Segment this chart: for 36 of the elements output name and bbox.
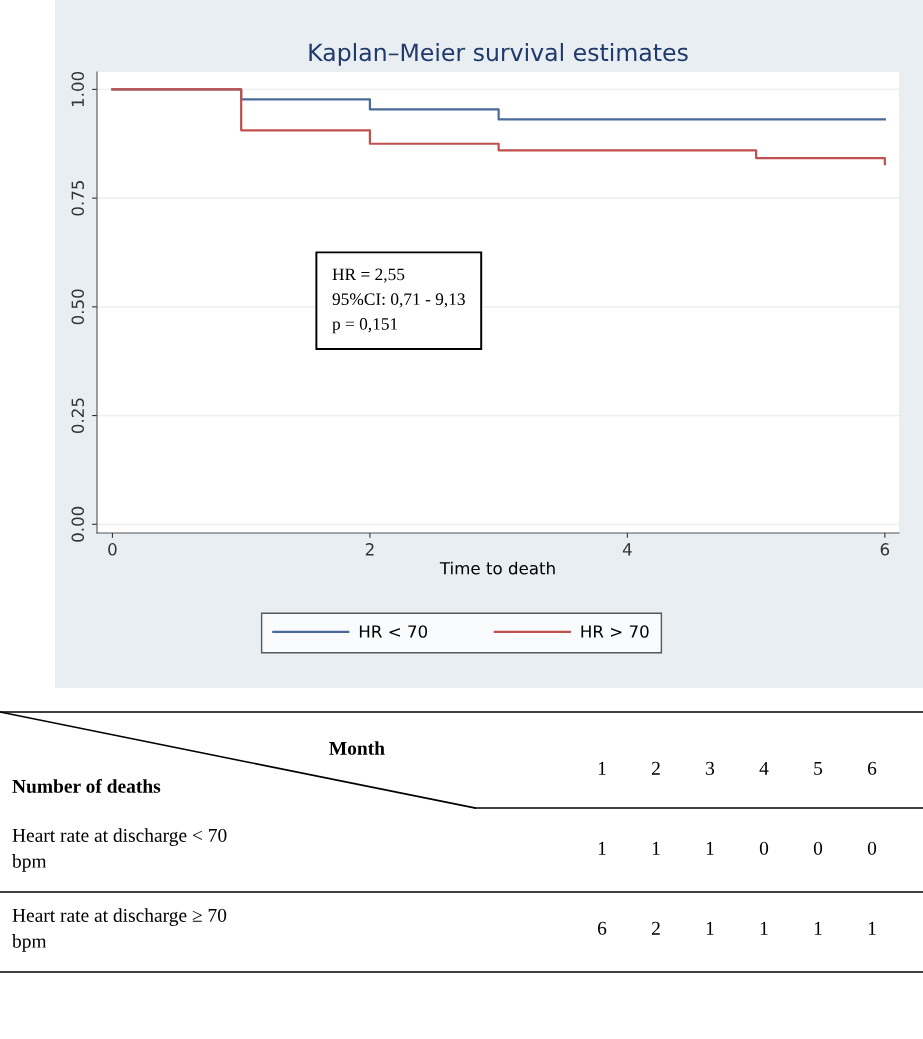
text: 0 [867, 841, 877, 855]
text: 0 [759, 841, 769, 855]
y-tick-label: 0.50 [71, 289, 85, 325]
text: Number of deaths [12, 778, 161, 793]
x-axis-title: Time to death [439, 561, 555, 575]
text: 5 [814, 761, 823, 775]
text: Heart rate at discharge ≥ 70 bpm [12, 908, 227, 952]
annotation: HR = 2,55 95%CI: 0,71 - 9,13 p = 0,151 [332, 268, 465, 334]
text: 2 [651, 761, 660, 775]
y-tick-label: 0.25 [71, 398, 85, 434]
y-tick-label: 0.75 [71, 181, 85, 216]
text: 1 [814, 921, 822, 935]
text: Heart rate at discharge < 70 bpm [12, 828, 227, 872]
y-tick-label: 1.00 [71, 71, 85, 107]
text: 3 [706, 761, 715, 775]
text: 6 [597, 921, 607, 935]
text: 1 [706, 921, 714, 935]
x-tick-label: 2 [365, 543, 374, 556]
text: 1 [598, 841, 606, 855]
x-tick-label: 6 [880, 543, 890, 556]
text: 0 [813, 841, 823, 855]
y-tick-label: 0.00 [71, 506, 85, 542]
text: 1 [706, 841, 714, 855]
text: 1 [652, 841, 660, 855]
text: 1 [598, 761, 606, 775]
text: 4 [759, 761, 769, 775]
text: 6 [867, 761, 877, 775]
text: Month [329, 741, 385, 755]
x-tick-label: 0 [108, 543, 117, 556]
chart-title: Kaplan–Meier survival estimates [309, 42, 688, 66]
text: 1 [868, 921, 876, 935]
text: 2 [651, 921, 660, 935]
text: 1 [760, 921, 768, 935]
legend-label: HR < 70 [359, 625, 428, 638]
legend-label: HR > 70 [581, 625, 649, 638]
x-tick-label: 4 [622, 543, 632, 556]
